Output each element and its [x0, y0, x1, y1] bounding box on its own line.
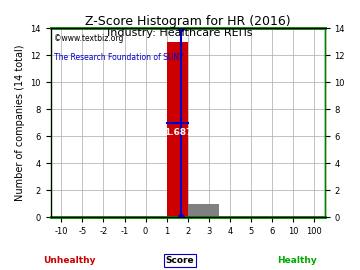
- Y-axis label: Number of companies (14 total): Number of companies (14 total): [15, 45, 25, 201]
- Bar: [188, 204, 219, 217]
- Title: Z-Score Histogram for HR (2016): Z-Score Histogram for HR (2016): [85, 15, 291, 28]
- Text: Industry: Healthcare REITs: Industry: Healthcare REITs: [107, 28, 253, 38]
- Text: Unhealthy: Unhealthy: [43, 256, 96, 265]
- Text: 1.6872: 1.6872: [164, 128, 199, 137]
- Bar: [167, 42, 188, 217]
- Text: Healthy: Healthy: [277, 256, 317, 265]
- Text: ©www.textbiz.org: ©www.textbiz.org: [54, 34, 123, 43]
- Text: The Research Foundation of SUNY: The Research Foundation of SUNY: [54, 53, 183, 62]
- Text: Score: Score: [166, 256, 194, 265]
